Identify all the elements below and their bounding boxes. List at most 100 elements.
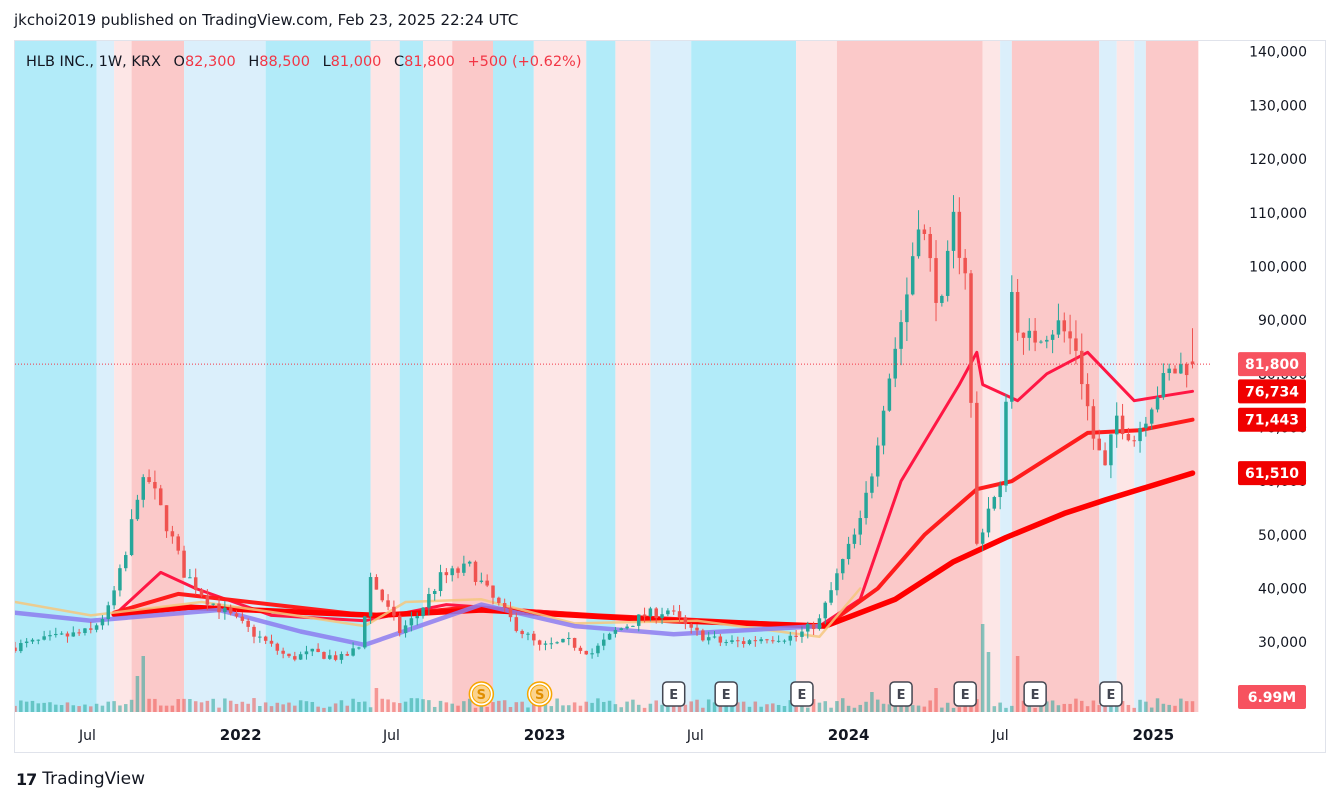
candle-body <box>998 485 1002 498</box>
candle-body <box>683 617 688 625</box>
volume-bar <box>287 702 291 712</box>
candle-body <box>397 615 402 634</box>
y-tick-label: 90,000 <box>1258 313 1307 329</box>
volume-bar <box>1132 707 1136 712</box>
event-marker-label: S <box>535 688 544 703</box>
volume-bar <box>980 624 985 712</box>
candle-body <box>940 295 944 303</box>
volume-bar <box>304 701 309 712</box>
high-label: H <box>248 54 260 70</box>
volume-bar <box>275 702 280 712</box>
volume-bar <box>782 706 787 712</box>
candle-body <box>1179 364 1183 374</box>
publication-attribution: jkchoi2019 published on TradingView.com,… <box>14 11 519 29</box>
earnings-marker-icon <box>1099 681 1123 707</box>
candle-body <box>339 654 344 660</box>
price-label-box <box>1238 379 1306 404</box>
candle-body <box>835 573 839 591</box>
candle-body <box>100 619 105 626</box>
volume-bar <box>811 699 816 712</box>
volume-bar <box>479 705 484 712</box>
candle-body <box>351 648 355 656</box>
volume-bar <box>555 698 559 712</box>
candle-body <box>234 613 239 617</box>
candle-body <box>1173 368 1177 374</box>
candle-body <box>310 648 315 652</box>
background-region <box>982 41 1001 712</box>
candle-body <box>485 580 489 586</box>
volume-bar <box>910 705 915 712</box>
volume-bar <box>619 707 623 712</box>
candle-body <box>916 229 921 257</box>
candle-body <box>24 641 29 644</box>
candle-body <box>526 633 530 635</box>
volume-bar <box>1021 700 1026 712</box>
candle-body <box>1004 401 1008 486</box>
volume-bar <box>823 701 828 712</box>
volume-bar <box>625 701 629 712</box>
volume-bar <box>89 706 93 712</box>
volume-bar <box>1010 705 1014 712</box>
volume-bar <box>1190 701 1195 712</box>
tradingview-logo[interactable]: 17 TradingView <box>16 769 145 789</box>
volume-bar <box>19 700 23 712</box>
volume-bar <box>776 704 781 712</box>
candle-body <box>83 628 87 634</box>
candle-body <box>246 620 250 627</box>
volume-bar <box>491 702 495 712</box>
volume-bar <box>1080 700 1084 712</box>
candle-body <box>228 607 233 614</box>
candle-body <box>112 590 116 606</box>
volume-bar <box>258 706 262 712</box>
volume-bar <box>549 706 554 712</box>
candle-body <box>1161 373 1166 398</box>
candle-body <box>421 607 425 617</box>
candle-body <box>817 618 822 630</box>
y-tick-label: 100,000 <box>1249 259 1307 275</box>
volume-bar <box>829 707 833 712</box>
candle-body <box>77 632 81 634</box>
candle-body <box>922 229 927 234</box>
volume-bar <box>870 692 874 712</box>
candle-body <box>666 610 670 615</box>
volume-bar <box>765 704 769 712</box>
candle-body <box>957 211 962 258</box>
price-label-text: 81,800 <box>1245 357 1299 373</box>
x-tick-label: Jul <box>78 728 96 744</box>
y-tick-label: 40,000 <box>1258 582 1307 598</box>
candle-body <box>363 616 367 648</box>
x-tick-label: 2024 <box>828 726 870 744</box>
volume-bar <box>520 701 524 712</box>
candle-body <box>1132 440 1136 442</box>
volume-bar <box>887 704 892 712</box>
volume-bar <box>298 700 303 712</box>
volume-bar <box>1173 705 1177 712</box>
volume-bar <box>176 699 180 712</box>
candle-body <box>887 378 892 411</box>
volume-bar <box>572 702 577 712</box>
candle-body <box>322 652 326 659</box>
volume-bar <box>141 656 145 712</box>
candle-body <box>386 600 390 607</box>
volume-bar <box>561 705 565 712</box>
candle-body <box>491 585 495 598</box>
candle-body <box>328 655 332 659</box>
candle-body <box>567 637 571 639</box>
candle-body <box>438 572 443 591</box>
volume-bar <box>1074 698 1078 712</box>
candle-body <box>747 640 752 644</box>
volume-bar <box>263 702 268 712</box>
y-tick-label: 130,000 <box>1249 98 1307 114</box>
volume-bar <box>642 707 647 712</box>
tradingview-logo-mark: 17 <box>16 769 37 789</box>
y-tick-label: 50,000 <box>1258 528 1307 544</box>
candle-body <box>596 645 600 654</box>
price-label-box <box>1238 461 1306 486</box>
y-tick-label: 120,000 <box>1249 152 1307 168</box>
candle-body <box>852 534 857 544</box>
candle-body <box>1015 292 1020 333</box>
candle-body <box>333 655 338 660</box>
candle-body <box>631 625 635 627</box>
